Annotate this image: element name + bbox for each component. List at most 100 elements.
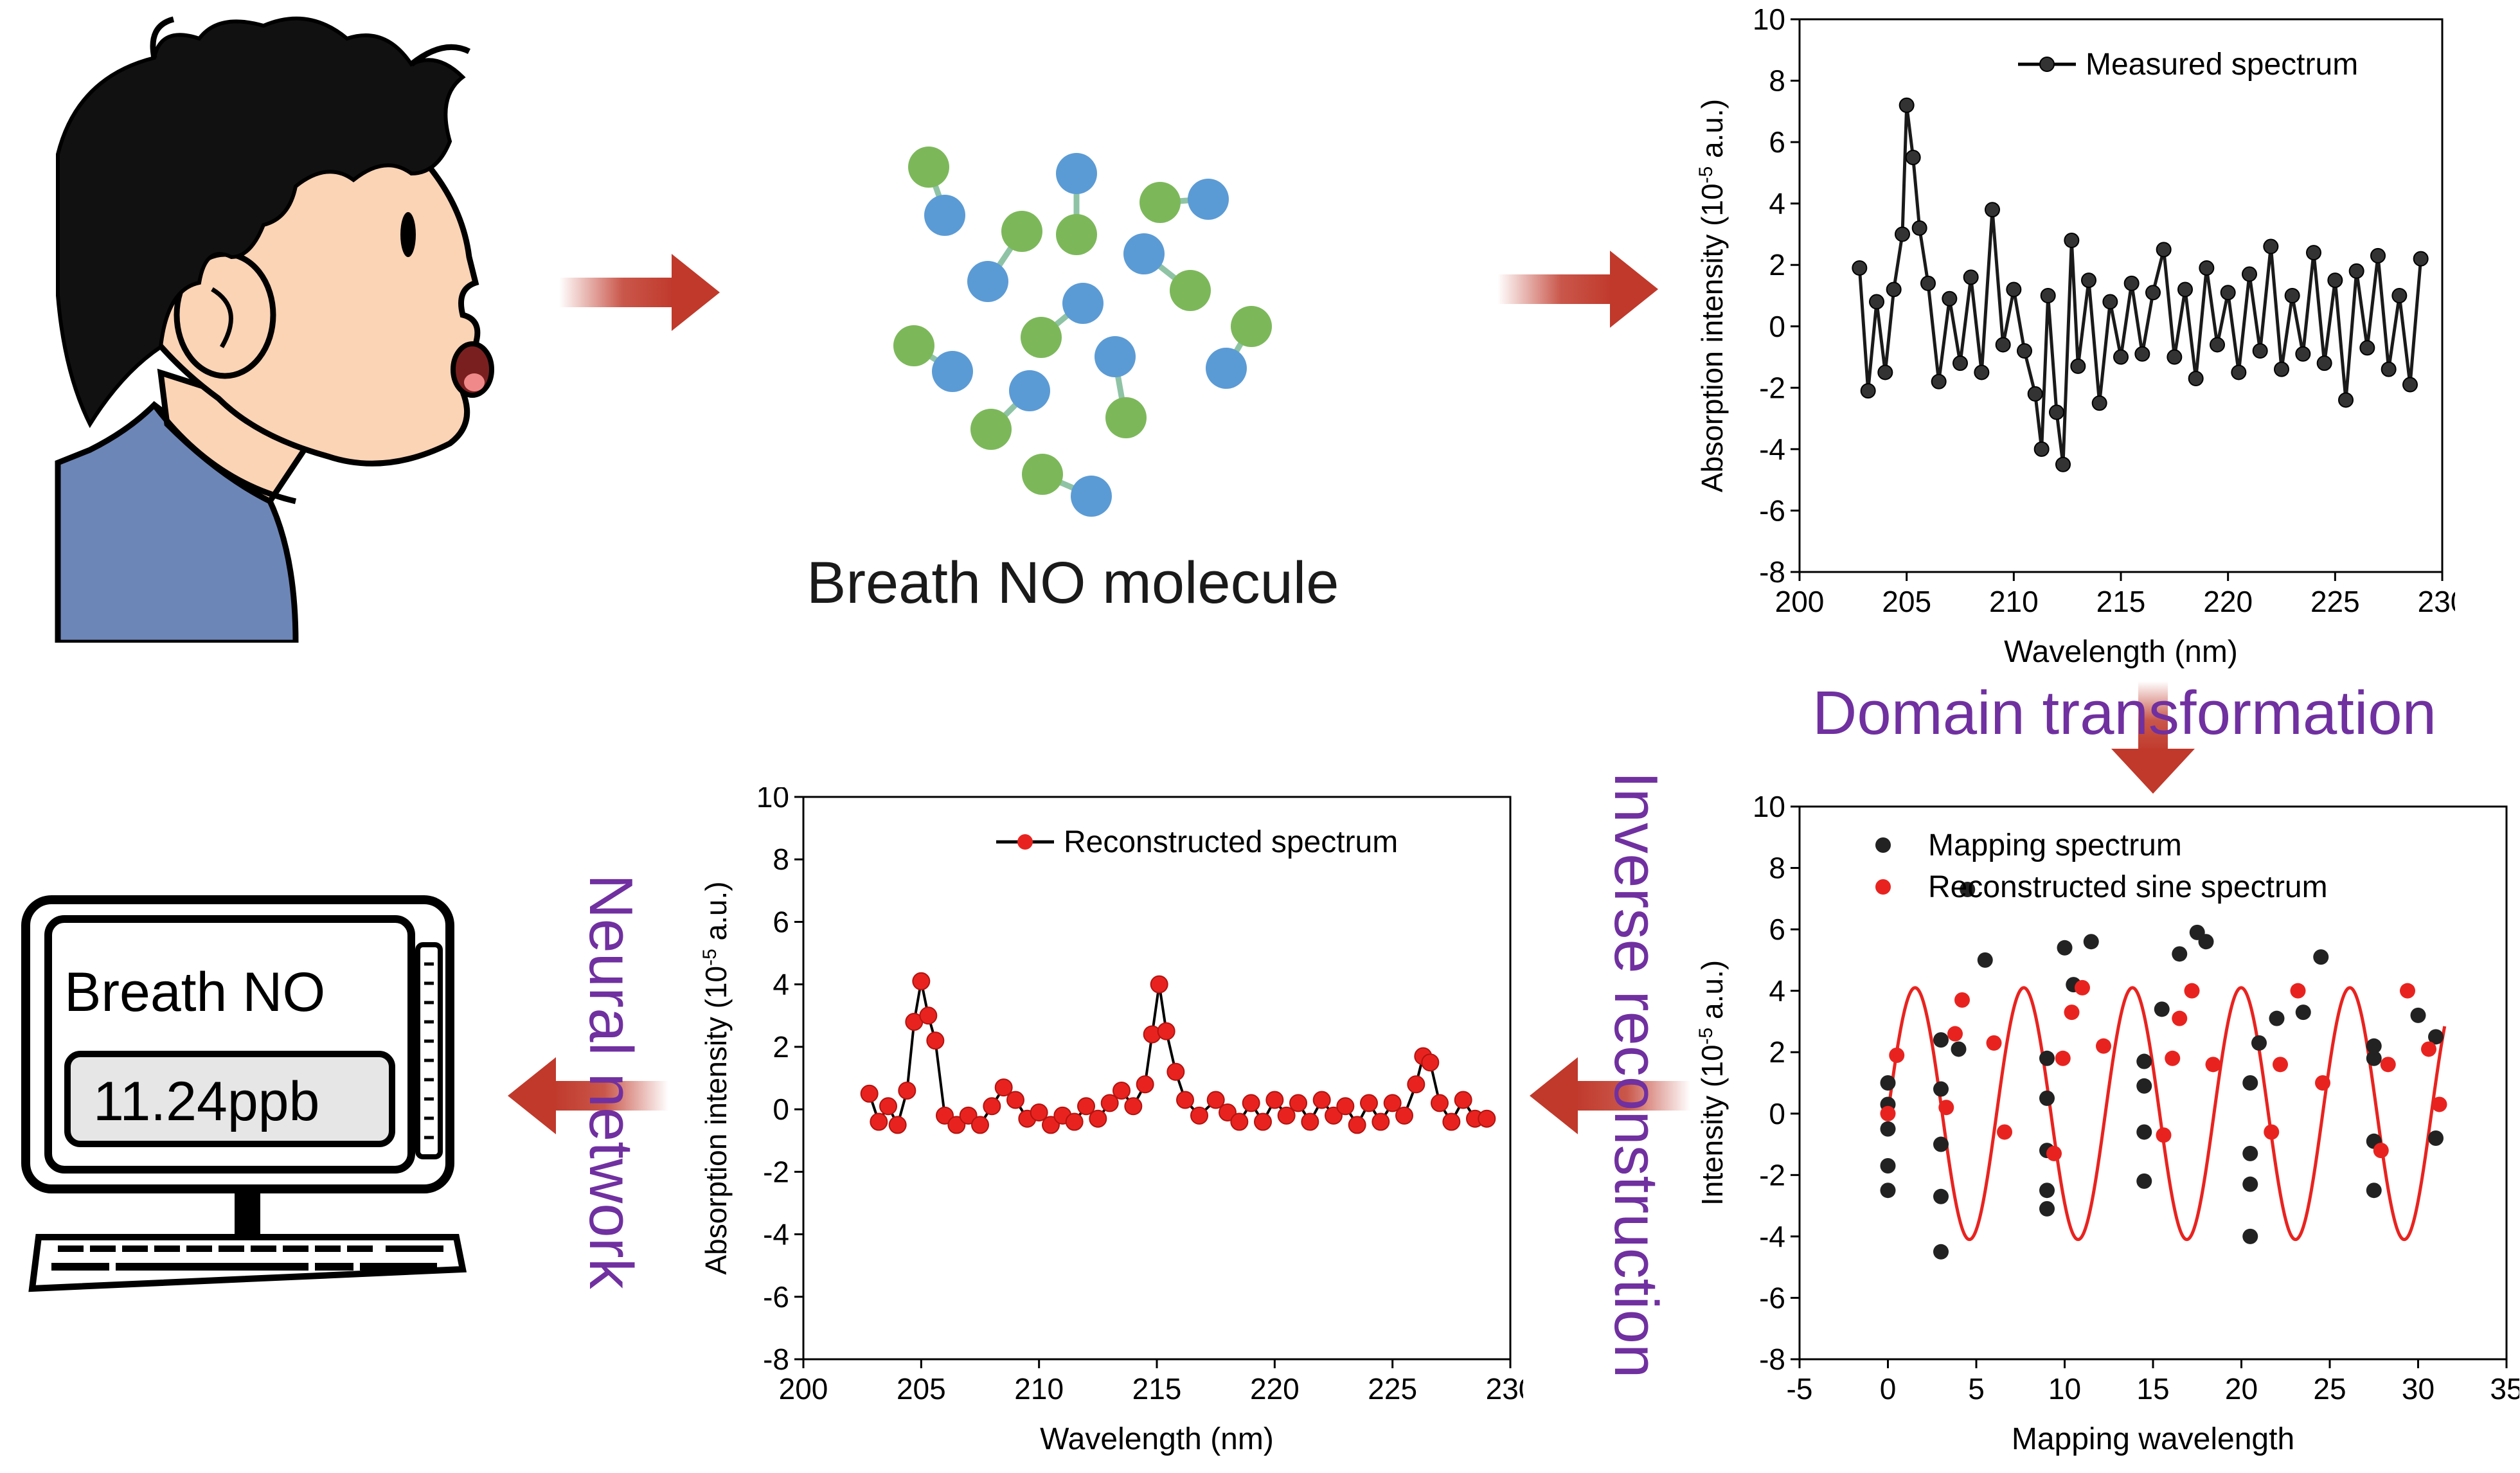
mapping-data-point	[1880, 1121, 1896, 1137]
reconstructed-data-point	[1360, 1094, 1378, 1112]
sine-data-point	[2064, 1004, 2080, 1021]
y-tick-label: -6	[1759, 494, 1785, 527]
measured-data-point	[1920, 275, 1936, 291]
measured-data-point	[2370, 247, 2386, 263]
reconstructed-data-point	[926, 1031, 945, 1050]
mapping-data-point	[1880, 1158, 1896, 1174]
measured-data-point	[2413, 251, 2429, 267]
x-tick-label: 220	[1250, 1372, 1300, 1406]
measured-data-point	[2252, 343, 2268, 359]
boy-hair	[56, 16, 466, 429]
sine-data-point	[1986, 1035, 2002, 1051]
x-tick-label: 20	[2225, 1372, 2258, 1406]
mapping-data-point	[2366, 1038, 2382, 1054]
mapping-data-point	[2136, 1124, 2152, 1140]
reconstructed-data-point	[1089, 1109, 1107, 1128]
mapping-data-point	[1880, 1183, 1896, 1199]
chart-mapping-spectrum: -5 0 5 10 15 20 25 30 35 -8 -6 -4 -2 0 2 4 6 8 10 Mapping w…	[1695, 790, 2520, 1456]
x-tick-label: 210	[1989, 585, 2039, 618]
sine-data-point	[2055, 1050, 2071, 1066]
measured-data-point	[2145, 285, 2161, 301]
reconstructed-data-point	[1383, 1094, 1402, 1112]
reconstructed-data-point	[1190, 1106, 1208, 1125]
mapping-data-point	[2366, 1050, 2382, 1066]
measured-data-point	[1963, 269, 1979, 285]
measured-data-point	[2123, 275, 2140, 291]
measured-data-point	[2033, 441, 2050, 457]
y-tick-label: 8	[773, 843, 789, 876]
reconstructed-data-point	[1431, 1094, 1449, 1112]
measured-data-point	[2306, 245, 2321, 261]
x-tick-label: 205	[1882, 585, 1931, 618]
reconstructed-data-point	[1478, 1109, 1496, 1128]
sine-data-point	[2156, 1127, 2172, 1143]
mapping-data-point	[2154, 1001, 2170, 1017]
monitor-value: 11.24ppb	[93, 1071, 320, 1132]
y-tick-label: 4	[773, 968, 789, 1001]
measured-data-point	[1953, 355, 1968, 371]
sine-data-point	[1947, 1026, 1963, 1042]
sine-curve	[1886, 986, 2447, 1242]
sine-data-point	[2315, 1075, 2330, 1091]
measured-data-point	[1995, 337, 2011, 353]
y-tick-label: 6	[773, 905, 789, 938]
measured-data-point	[2199, 260, 2215, 276]
sine-data-point	[2172, 1010, 2188, 1026]
y-tick-label: 4	[1769, 974, 1785, 1008]
measured-data-point	[2381, 361, 2397, 377]
mapping-data-point	[2172, 946, 2188, 962]
mapping-data-point	[2039, 1183, 2055, 1199]
mapping-data-point	[1933, 1032, 1949, 1048]
measured-data-point	[2006, 281, 2022, 298]
y-tick-label: 0	[773, 1093, 789, 1126]
reconstructed-data-point	[1136, 1075, 1154, 1094]
molecule-caption: Breath NO molecule	[807, 550, 1339, 616]
reconstructed-data-point	[1206, 1091, 1225, 1109]
y-tick-label: 2	[1769, 1035, 1785, 1069]
reconstructed-data-point	[1325, 1106, 1343, 1125]
mapping-data-point	[1933, 1136, 1949, 1152]
x-tick-label: 15	[2136, 1372, 2169, 1406]
reconstructed-data-point	[1042, 1116, 1060, 1134]
reconstructed-data-point	[1006, 1091, 1024, 1109]
x-tick-label: 225	[1368, 1372, 1417, 1406]
boy-eye	[400, 212, 416, 257]
reconstructed-data-point	[1454, 1091, 1472, 1109]
x-tick-label: 5	[1968, 1372, 1985, 1406]
measured-data-point	[2391, 288, 2408, 303]
x-axis-label: Mapping wavelength	[2012, 1422, 2294, 1456]
x-tick-label: 200	[779, 1372, 828, 1406]
mapping-data-point	[2242, 1228, 2258, 1244]
mapping-data-point	[2198, 934, 2214, 950]
sine-data-point	[1889, 1048, 1905, 1063]
y-axis-label: Intensity (10-5 a.u.)	[1695, 960, 1729, 1206]
reconstructed-data-point	[919, 1006, 938, 1025]
reconstructed-data-point	[1289, 1094, 1307, 1112]
measured-data-point	[2220, 285, 2236, 301]
measured-data-point	[1899, 97, 1915, 113]
measured-data-point	[2040, 288, 2056, 303]
mapping-data-point	[2136, 1173, 2152, 1189]
x-tick-label: 215	[1132, 1372, 1182, 1406]
measured-data-point	[2242, 266, 2257, 282]
sine-data-point	[2075, 979, 2090, 995]
y-tick-label: -2	[763, 1155, 789, 1188]
no-molecules-cluster	[893, 147, 1272, 517]
mapping-data-point	[2039, 1050, 2055, 1066]
reconstructed-data-point	[1395, 1106, 1413, 1125]
measured-data-point	[2070, 358, 2086, 374]
sine-data-point	[2264, 1124, 2280, 1140]
measured-data-point	[2348, 263, 2364, 279]
reconstructed-data-point	[983, 1097, 1001, 1116]
measured-data-point	[2327, 272, 2343, 289]
x-tick-label: 205	[897, 1372, 946, 1406]
mapping-data-point	[2242, 1145, 2258, 1161]
measured-data-point	[1985, 202, 2000, 218]
y-tick-label: 2	[773, 1030, 789, 1064]
measured-data-point	[1852, 260, 1868, 276]
arrow-molecules-to-spectrum	[1497, 251, 1658, 328]
mapping-data-point	[1951, 1041, 1967, 1057]
measured-data-point	[1974, 364, 1990, 380]
y-tick-label: 6	[1769, 125, 1785, 159]
mapping-data-point	[1933, 1244, 1949, 1260]
